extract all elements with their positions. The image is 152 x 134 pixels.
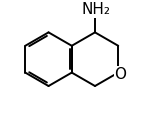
Text: O: O (114, 66, 126, 81)
Text: NH₂: NH₂ (82, 2, 111, 17)
